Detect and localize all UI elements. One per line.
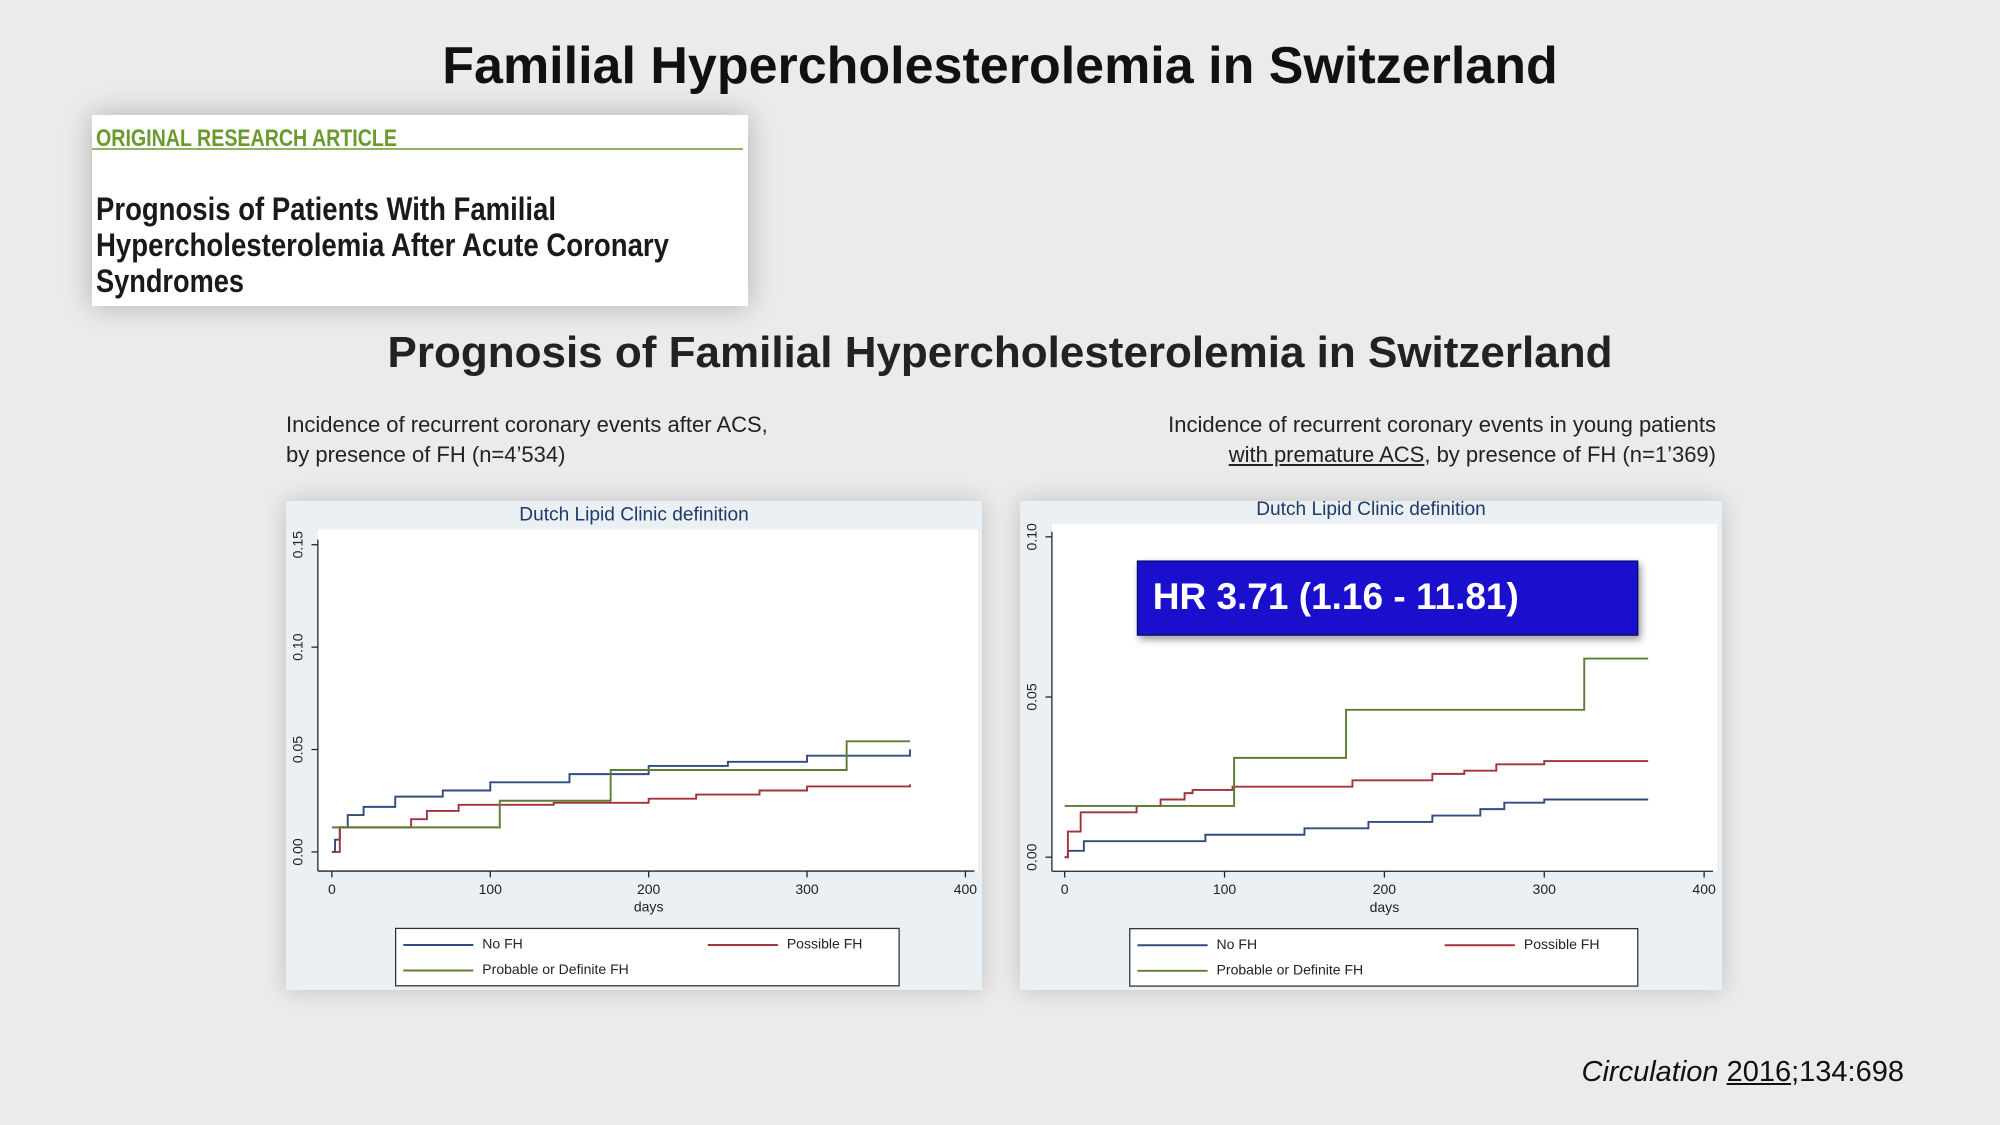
step-line <box>1064 798 1649 859</box>
y-tick-label: 0.10 <box>290 633 306 660</box>
y-tick-label: 0.00 <box>1024 843 1040 871</box>
citation: Circulation 2016;134:698 <box>1582 1056 1904 1089</box>
step-line <box>1064 657 1649 807</box>
legend-label: Possible FH <box>787 936 863 952</box>
y-tick-label: 0.05 <box>1024 683 1040 711</box>
caption-line: with premature ACS, by presence of FH (n… <box>1168 440 1716 470</box>
x-tick-label: 300 <box>1533 881 1557 897</box>
x-tick-label: 100 <box>1213 881 1237 897</box>
x-tick-label: 100 <box>479 881 503 897</box>
slide-title: Familial Hypercholesterolemia in Switzer… <box>442 37 1558 95</box>
y-tick-label: 0.15 <box>290 531 306 558</box>
slide-subtitle: Prognosis of Familial Hypercholesterolem… <box>387 328 1613 377</box>
step-line <box>331 740 910 829</box>
legend-label: Possible FH <box>1524 936 1600 952</box>
chart: Dutch Lipid Clinic definition 0.00 0.05 0.1… <box>286 501 982 990</box>
plot-area <box>317 529 979 872</box>
x-tick-label: 400 <box>1692 881 1716 897</box>
citation-journal: Circulation <box>1581 1056 1719 1088</box>
caption-emphasis: with premature ACS <box>1228 442 1425 467</box>
legend-label: Probable or Definite FH <box>482 961 628 977</box>
citation-rest: ;134:698 <box>1791 1056 1904 1088</box>
caption-text: , by presence of FH (n=1’369) <box>1424 442 1716 467</box>
x-tick-label: 0 <box>328 881 336 897</box>
chart: Dutch Lipid Clinic definition 0.00 0.05 0.1… <box>1020 501 1722 990</box>
y-tick-label: 0.10 <box>1024 523 1040 551</box>
chart-title: Dutch Lipid Clinic definition <box>519 504 748 525</box>
hr-annotation: HR 3.71 (1.16 - 11.81) <box>1153 575 1519 617</box>
citation-year: 2016 <box>1726 1056 1792 1088</box>
y-tick-label: 0.00 <box>290 838 306 865</box>
step-line <box>1064 760 1649 859</box>
legend-box <box>394 927 900 987</box>
article-headline: Hypercholesterolemia After Acute Coronar… <box>96 227 669 263</box>
x-axis-label: days <box>1370 899 1400 915</box>
caption-line: Incidence of recurrent coronary events i… <box>1168 412 1716 437</box>
article-headline: Syndromes <box>96 263 244 299</box>
legend-label: Probable or Definite FH <box>1217 961 1364 977</box>
x-tick-label: 200 <box>637 881 661 897</box>
article-kicker: ORIGINAL RESEARCH ARTICLE <box>96 125 397 152</box>
hr-box <box>1136 560 1639 636</box>
chart-title: Dutch Lipid Clinic definition <box>1256 501 1486 520</box>
x-tick-label: 200 <box>1373 881 1397 897</box>
x-tick-label: 0 <box>1061 881 1069 897</box>
step-line <box>331 784 911 853</box>
article-headline: Prognosis of Patients With Familial <box>96 191 556 227</box>
x-tick-label: 400 <box>954 881 978 897</box>
article-box: ORIGINAL RESEARCH ARTICLE Prognosis of P… <box>92 115 748 306</box>
x-tick-label: 300 <box>795 881 819 897</box>
chart-caption: Incidence of recurrent coronary events i… <box>1168 410 1716 470</box>
legend-label: No FH <box>1217 936 1258 952</box>
legend-label: No FH <box>482 936 523 952</box>
y-tick-label: 0.05 <box>290 736 306 763</box>
chart-caption: Incidence of recurrent coronary events a… <box>286 410 768 470</box>
x-axis-label: days <box>634 899 664 915</box>
legend-box <box>1129 928 1639 987</box>
caption-line: Incidence of recurrent coronary events a… <box>286 412 768 437</box>
caption-line: by presence of FH (n=4’534) <box>286 442 566 467</box>
